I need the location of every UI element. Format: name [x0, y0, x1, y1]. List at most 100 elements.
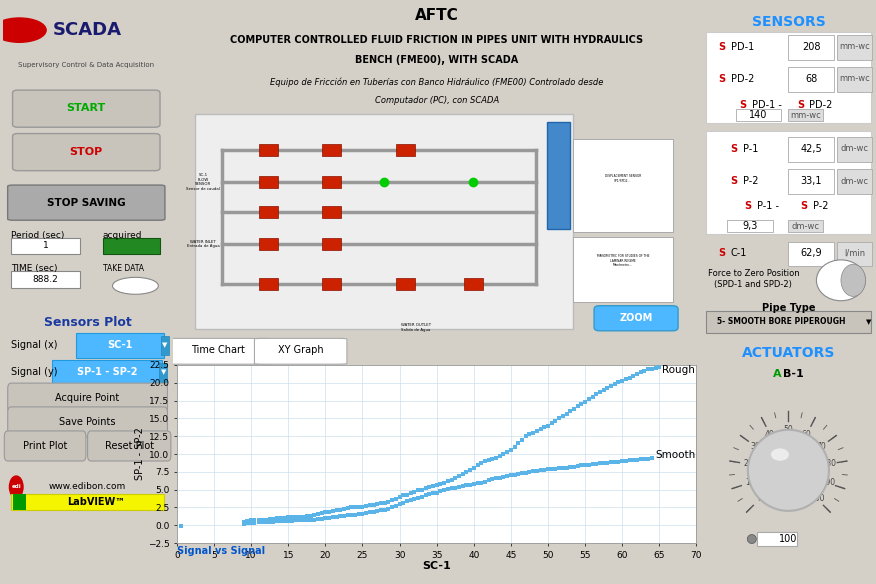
Point	[329, 512, 343, 522]
Text: BENCH (FME00), WITH SCADA: BENCH (FME00), WITH SCADA	[355, 55, 519, 65]
Point	[352, 509, 366, 519]
Point	[600, 383, 614, 392]
Text: dm-wc: dm-wc	[792, 221, 820, 231]
Point	[500, 471, 514, 481]
Point	[548, 464, 562, 474]
Point	[318, 513, 332, 523]
Text: TAKE DATA: TAKE DATA	[102, 265, 144, 273]
Point	[507, 442, 521, 451]
Point	[630, 370, 644, 379]
Point	[381, 504, 395, 513]
Bar	[322, 278, 341, 290]
Text: 100: 100	[780, 534, 797, 544]
Point	[311, 509, 325, 519]
Text: 33,1: 33,1	[801, 176, 822, 186]
Point	[522, 467, 536, 477]
Point	[344, 503, 358, 512]
FancyBboxPatch shape	[4, 431, 86, 461]
Text: 10: 10	[745, 478, 754, 488]
Circle shape	[747, 534, 756, 544]
Point	[545, 419, 559, 428]
Text: ACTUATORS: ACTUATORS	[742, 346, 835, 360]
Point	[512, 470, 526, 479]
Text: C-1: C-1	[731, 248, 747, 259]
Point	[507, 470, 521, 479]
Point	[437, 485, 451, 494]
Bar	[102, 238, 160, 255]
Point	[296, 512, 310, 522]
Point	[578, 397, 592, 406]
Text: SC-1: SC-1	[107, 340, 132, 350]
Text: Acquire Point: Acquire Point	[55, 393, 120, 403]
Point	[593, 458, 607, 468]
Point	[274, 516, 288, 526]
Point	[493, 451, 507, 461]
FancyBboxPatch shape	[162, 338, 273, 364]
Point	[623, 373, 637, 383]
Text: S: S	[718, 41, 725, 52]
Point	[570, 402, 584, 411]
FancyBboxPatch shape	[52, 360, 162, 385]
Bar	[788, 169, 834, 194]
Point	[497, 450, 511, 459]
Point	[341, 503, 355, 513]
Point	[255, 515, 269, 524]
Bar	[259, 206, 279, 218]
Point	[366, 507, 380, 516]
Text: MANOMETRIC FOR STUDIES OF THE
LAMINAR REGIME
Manómetro...: MANOMETRIC FOR STUDIES OF THE LAMINAR RE…	[597, 254, 649, 267]
Point	[604, 458, 618, 467]
Point	[441, 477, 455, 486]
Text: START: START	[67, 103, 106, 113]
Point	[404, 496, 418, 505]
Point	[641, 454, 655, 463]
Text: AFTC: AFTC	[415, 8, 458, 23]
Text: S: S	[745, 200, 752, 211]
Point	[437, 478, 451, 487]
Point	[474, 458, 488, 467]
Bar	[837, 242, 872, 266]
Point	[300, 512, 314, 521]
Point	[619, 456, 633, 465]
Text: Pipe Type: Pipe Type	[761, 303, 816, 313]
Point	[530, 426, 544, 435]
Point	[359, 502, 373, 511]
Text: mm-wc: mm-wc	[839, 42, 871, 51]
Text: ~80: ~80	[821, 460, 837, 468]
Point	[493, 473, 507, 482]
Text: 888.2: 888.2	[32, 276, 58, 284]
Circle shape	[0, 18, 46, 42]
Text: 60: 60	[802, 430, 812, 439]
Text: XY Graph: XY Graph	[278, 345, 324, 356]
Point	[263, 515, 277, 524]
Point	[482, 476, 496, 485]
Text: 0: 0	[757, 495, 762, 503]
Text: STOP SAVING: STOP SAVING	[47, 197, 125, 208]
Bar	[13, 494, 26, 510]
Point	[578, 460, 592, 470]
Text: Computador (PC), con SCADA: Computador (PC), con SCADA	[375, 96, 498, 105]
Point	[444, 484, 458, 493]
Text: Signal vs Signal: Signal vs Signal	[177, 546, 265, 556]
Point	[530, 466, 544, 475]
Point	[474, 478, 488, 487]
Text: P-2: P-2	[813, 200, 829, 211]
Point	[449, 474, 463, 483]
Text: edi: edi	[12, 26, 26, 34]
Point	[441, 484, 455, 493]
Point	[426, 481, 440, 491]
Text: Save Points: Save Points	[60, 417, 116, 427]
Point	[371, 506, 385, 516]
Ellipse shape	[816, 260, 865, 301]
Bar	[706, 131, 871, 234]
Point	[449, 483, 463, 492]
Text: PD-1: PD-1	[731, 41, 754, 52]
Bar	[788, 137, 834, 162]
Text: S: S	[797, 100, 804, 110]
FancyBboxPatch shape	[12, 90, 160, 127]
Text: P-1 -: P-1 -	[757, 200, 782, 211]
Point	[615, 457, 629, 466]
Text: 50: 50	[783, 425, 794, 434]
Point	[419, 491, 433, 500]
Point	[552, 464, 566, 473]
Text: 40: 40	[765, 430, 775, 439]
